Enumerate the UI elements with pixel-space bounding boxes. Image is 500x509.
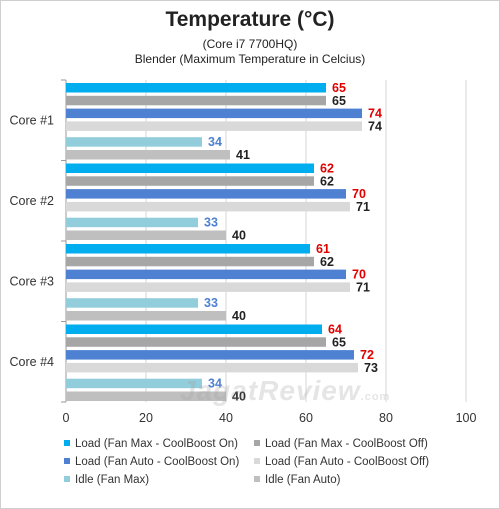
x-tick-label: 80	[379, 411, 393, 425]
data-label: 65	[332, 81, 346, 95]
data-label: 72	[360, 348, 374, 362]
data-label: 71	[356, 200, 370, 214]
legend-item: Load (Fan Auto - CoolBoost On)	[64, 456, 239, 468]
x-tick-label: 60	[299, 411, 313, 425]
legend-swatch	[64, 457, 70, 464]
bar	[66, 269, 346, 280]
bar	[66, 324, 322, 334]
data-label: 40	[232, 309, 246, 323]
bar	[66, 95, 326, 106]
bar	[66, 163, 314, 173]
legend-item: Idle (Fan Auto)	[254, 474, 340, 486]
legend-label: Load (Fan Auto - CoolBoost On)	[75, 456, 240, 468]
legend-label: Load (Fan Max - CoolBoost Off)	[265, 438, 428, 450]
data-label: 40	[232, 390, 246, 404]
legend-label: Load (Fan Auto - CoolBoost Off)	[265, 456, 430, 468]
data-label: 62	[320, 255, 334, 269]
data-label: 65	[332, 335, 346, 349]
legend-item: Idle (Fan Max)	[64, 474, 149, 486]
bar	[66, 244, 310, 254]
chart-title: Temperature (°C)	[165, 8, 335, 31]
legend-swatch	[254, 475, 260, 482]
bar	[66, 150, 230, 160]
data-label: 70	[352, 268, 366, 282]
watermark-brand: JagatReview	[180, 375, 361, 406]
legend-swatch	[64, 439, 70, 446]
bar	[66, 256, 314, 267]
data-label: 71	[356, 280, 370, 294]
category-label: Core #3	[10, 274, 55, 288]
data-label: 64	[328, 323, 342, 337]
category-label: Core #4	[10, 355, 55, 369]
data-label: 74	[368, 119, 382, 133]
legend-label: Idle (Fan Max)	[75, 474, 150, 486]
legend-label: Idle (Fan Auto)	[265, 474, 341, 486]
bar	[66, 391, 226, 401]
data-label: 62	[320, 174, 334, 188]
bar	[66, 282, 350, 292]
bar	[66, 217, 198, 228]
chart-subtitle-benchmark: Blender (Maximum Temperature in Celcius)	[134, 52, 366, 66]
bar	[66, 201, 350, 212]
x-tick-label: 0	[63, 411, 70, 425]
bar	[66, 350, 354, 360]
watermark-suffix: .com	[360, 391, 391, 403]
x-tick-label: 40	[219, 411, 233, 425]
legend-swatch	[254, 457, 260, 464]
bar	[66, 362, 358, 373]
bar	[66, 108, 362, 119]
data-label: 41	[236, 148, 250, 162]
bar	[66, 378, 202, 389]
data-label: 33	[204, 296, 218, 310]
x-tick-label: 100	[456, 411, 477, 425]
legend-item: Load (Fan Max - CoolBoost On)	[64, 438, 238, 450]
legend-label: Load (Fan Max - CoolBoost On)	[75, 438, 238, 450]
bar	[66, 137, 202, 147]
bar	[66, 176, 314, 186]
chart-subtitle: (Core i7 7700HQ)	[202, 37, 298, 51]
data-label: 65	[332, 94, 346, 108]
bar	[66, 337, 326, 347]
bar	[66, 189, 346, 199]
legend-item: Load (Fan Max - CoolBoost Off)	[254, 438, 428, 450]
data-label: 34	[208, 135, 222, 149]
x-tick-label: 20	[139, 411, 153, 425]
data-label: 73	[364, 361, 378, 375]
data-label: 40	[232, 229, 246, 243]
bar	[66, 230, 226, 240]
data-label: 62	[320, 162, 334, 176]
legend-item: Load (Fan Auto - CoolBoost Off)	[254, 456, 429, 468]
legend-swatch	[64, 475, 70, 482]
data-label: 33	[204, 216, 218, 230]
category-label: Core #1	[10, 113, 55, 127]
data-label: 61	[316, 242, 330, 256]
bar	[66, 83, 326, 93]
data-label: 74	[368, 107, 382, 121]
legend-swatch	[254, 439, 260, 446]
bar	[66, 311, 226, 321]
category-label: Core #2	[10, 194, 55, 208]
bar	[66, 298, 198, 308]
watermark-logo: JagatReview.com	[180, 375, 390, 407]
bar	[66, 121, 362, 131]
data-label: 70	[352, 187, 366, 201]
data-label: 34	[208, 377, 222, 391]
